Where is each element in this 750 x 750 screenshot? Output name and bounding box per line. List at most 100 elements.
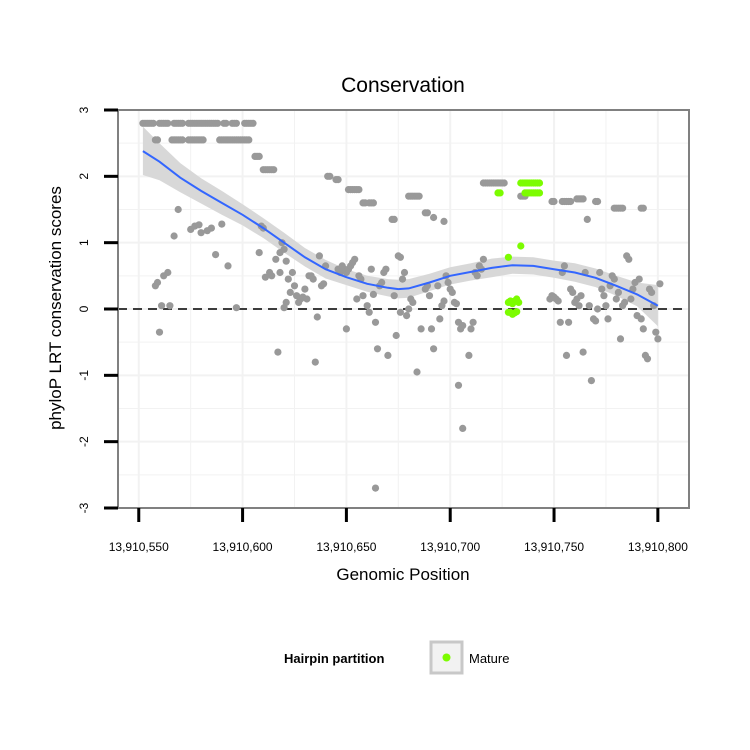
confidence-band: [142, 126, 658, 327]
data-point: [413, 368, 421, 376]
data-point: [423, 209, 431, 217]
data-point: [500, 179, 508, 187]
data-point: [158, 302, 166, 310]
data-point: [320, 280, 328, 288]
data-point: [309, 275, 317, 283]
mature-point: [517, 242, 525, 250]
data-point: [598, 285, 606, 293]
smooth-line: [142, 150, 659, 307]
data-point: [174, 205, 182, 214]
data-point: [469, 318, 477, 326]
data-point: [467, 325, 475, 333]
data-point: [197, 229, 205, 237]
data-point: [207, 224, 215, 232]
y-tick-label: 3: [77, 106, 91, 113]
data-point: [556, 318, 564, 326]
data-point: [583, 215, 591, 223]
mature-point: [513, 308, 521, 316]
data-point: [153, 136, 162, 144]
data-point: [625, 255, 633, 263]
data-point: [434, 282, 442, 290]
data-point: [604, 315, 612, 323]
data-point: [378, 278, 386, 287]
data-point: [365, 308, 373, 316]
data-point: [353, 295, 361, 303]
x-tick-label: 13,910,550: [109, 540, 169, 554]
data-point: [384, 351, 392, 359]
data-point: [373, 345, 382, 353]
data-point: [398, 275, 407, 283]
data-point: [479, 255, 487, 263]
data-point: [554, 297, 562, 305]
data-point: [282, 257, 290, 265]
x-tick-label: 13,910,650: [316, 540, 376, 554]
x-tick-label: 13,910,750: [524, 540, 584, 554]
data-point: [282, 298, 290, 306]
data-point: [567, 197, 575, 206]
data-point: [276, 268, 284, 277]
confidence-ribbon: [142, 126, 658, 327]
x-tick-label: 13,910,800: [628, 540, 688, 554]
data-point: [592, 317, 600, 325]
data-point: [430, 213, 438, 222]
data-point: [222, 119, 230, 127]
data-point: [627, 295, 635, 303]
data-point: [382, 265, 390, 273]
data-point: [654, 335, 662, 343]
data-point: [610, 275, 618, 283]
data-point: [284, 275, 292, 283]
data-point: [212, 251, 220, 259]
legend-key-mature-point: [442, 653, 451, 662]
data-point: [214, 119, 222, 127]
mature-point: [535, 189, 544, 197]
legend-title: Hairpin partition: [284, 651, 384, 666]
data-point: [639, 325, 647, 333]
y-tick-label: -3: [77, 502, 91, 513]
data-point: [288, 268, 296, 277]
data-point: [403, 312, 411, 320]
data-point: [334, 176, 342, 184]
data-point: [440, 217, 448, 225]
data-point: [232, 304, 240, 312]
x-tick-label: 13,910,700: [420, 540, 480, 554]
data-point: [286, 288, 294, 296]
data-point: [652, 328, 660, 336]
data-point: [342, 325, 350, 333]
data-point: [149, 119, 157, 127]
data-point: [579, 195, 587, 203]
legend-key-box: [429, 640, 464, 675]
data-point: [594, 305, 602, 313]
data-point: [311, 358, 319, 366]
data-point: [417, 325, 425, 333]
data-point: [359, 292, 367, 300]
y-axis-title: phyloP LRT conservation scores: [46, 186, 65, 430]
data-point: [369, 290, 377, 298]
data-point: [371, 318, 380, 326]
data-point: [585, 302, 593, 310]
x-axis-title: Genomic Position: [336, 565, 469, 584]
data-point: [596, 268, 604, 277]
data-point: [400, 268, 409, 277]
data-point: [569, 288, 577, 296]
axes: 13,910,550 13,910,600 13,910,650 13,910,700…: [77, 106, 688, 554]
data-point: [425, 292, 434, 300]
data-point: [550, 197, 558, 206]
data-point: [639, 204, 647, 212]
data-point: [272, 255, 280, 263]
data-point: [600, 292, 608, 300]
mature-point: [515, 298, 523, 306]
data-point: [390, 215, 398, 223]
data-point: [560, 262, 569, 270]
data-point: [459, 322, 467, 330]
data-point: [301, 285, 309, 293]
data-point: [224, 262, 232, 270]
y-tick-label: -2: [77, 436, 91, 447]
data-point: [452, 300, 460, 308]
y-tick-label: 1: [77, 239, 91, 246]
data-point: [218, 220, 226, 228]
data-point: [369, 199, 377, 207]
data-point: [390, 292, 398, 300]
data-point: [178, 119, 186, 127]
data-point: [232, 119, 240, 127]
data-point: [612, 295, 620, 303]
